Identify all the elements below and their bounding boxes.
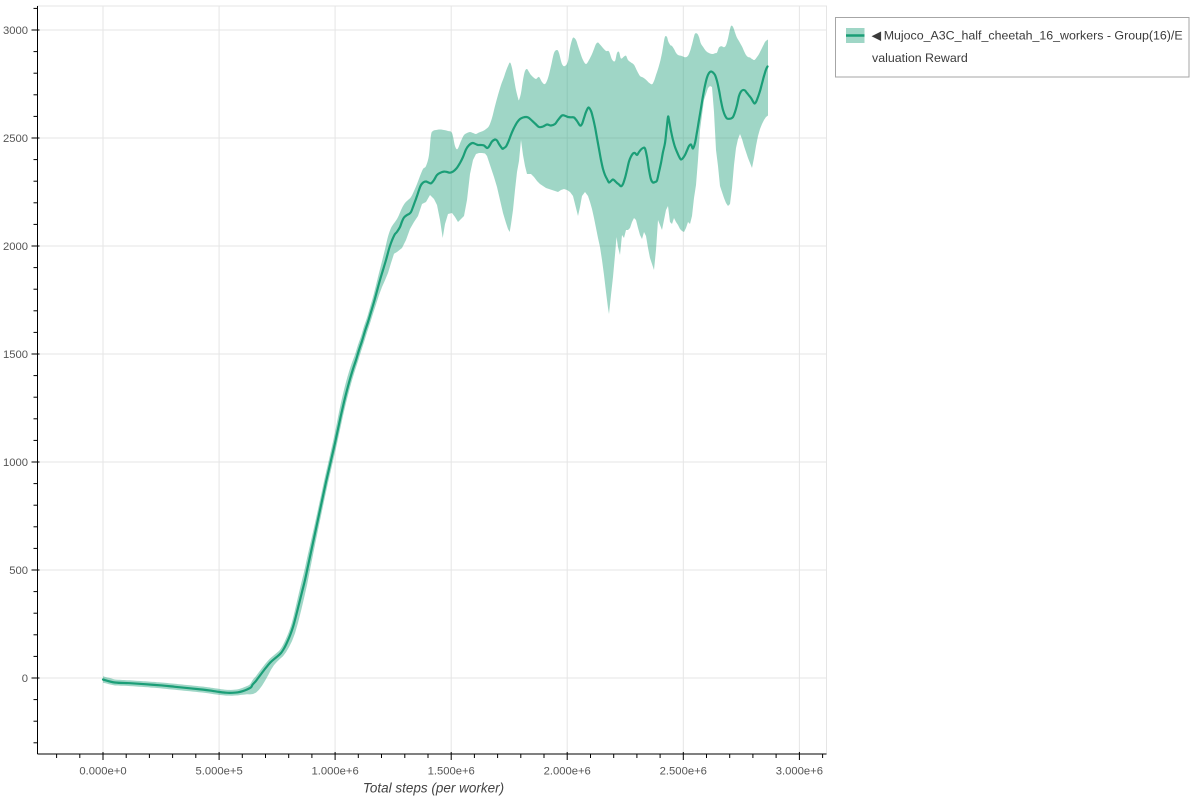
svg-text:1000: 1000 [3,457,28,469]
svg-text:2000: 2000 [3,241,28,253]
svg-text:0: 0 [22,673,28,685]
svg-text:1.500e+6: 1.500e+6 [428,765,475,777]
svg-text:500: 500 [9,565,28,577]
svg-text:3000: 3000 [3,25,28,37]
svg-text:1500: 1500 [3,349,28,361]
svg-text:Total steps (per worker): Total steps (per worker) [363,780,504,795]
svg-text:2.000e+6: 2.000e+6 [544,765,591,777]
svg-text:1.000e+6: 1.000e+6 [311,765,358,777]
svg-text:valuation Reward: valuation Reward [872,51,968,65]
svg-text:2.500e+6: 2.500e+6 [660,765,707,777]
svg-text:2500: 2500 [3,133,28,145]
svg-text:5.000e+5: 5.000e+5 [195,765,242,777]
svg-text:3.000e+6: 3.000e+6 [776,765,823,777]
svg-text:◀: ◀ [872,29,882,43]
svg-text:Mujoco_A3C_half_cheetah_16_wor: Mujoco_A3C_half_cheetah_16_workers - Gro… [884,29,1183,43]
svg-text:0.000e+0: 0.000e+0 [79,765,126,777]
